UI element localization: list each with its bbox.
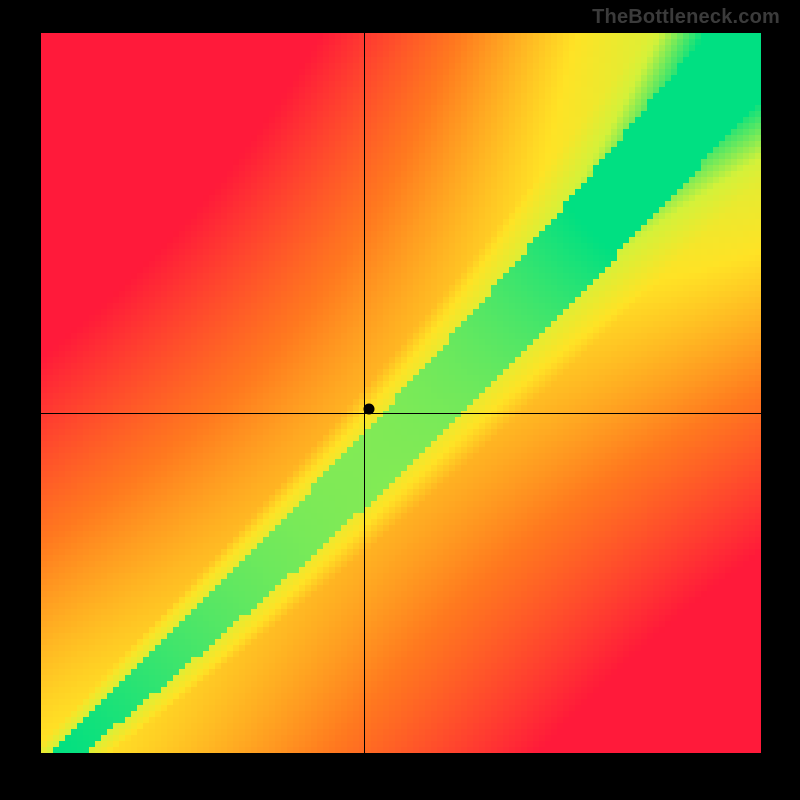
heatmap-canvas — [41, 33, 761, 753]
selection-marker — [364, 403, 375, 414]
plot-area — [41, 33, 761, 753]
crosshair-vertical — [364, 33, 365, 753]
source-label: TheBottleneck.com — [592, 6, 780, 29]
chart-frame: TheBottleneck.com — [0, 0, 800, 800]
crosshair-horizontal — [41, 413, 761, 414]
